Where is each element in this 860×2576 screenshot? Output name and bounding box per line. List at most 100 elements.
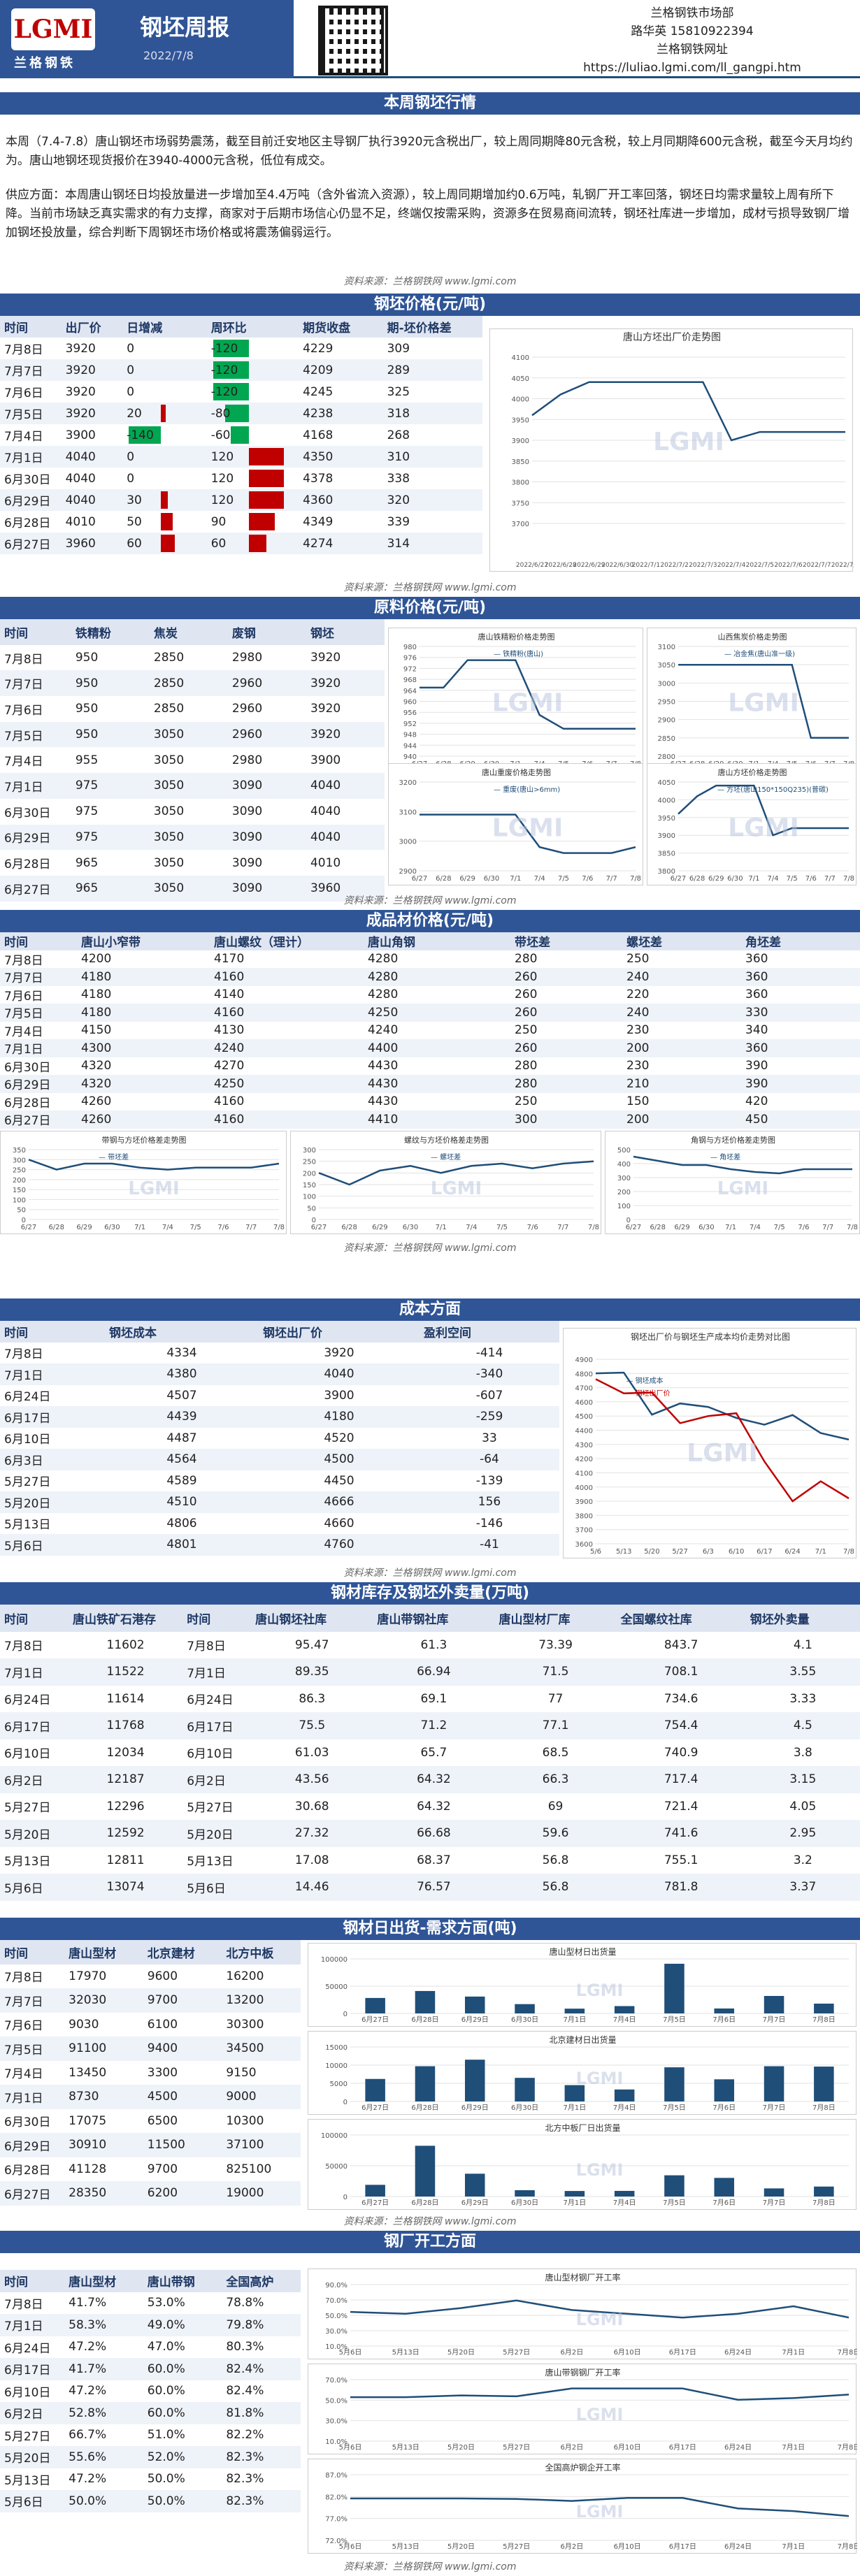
table-cell: 7月1日 xyxy=(4,1666,43,1681)
table-cell: 4280 xyxy=(368,952,399,967)
y-tick-label: 15000 xyxy=(325,2044,347,2052)
table-cell: -120 xyxy=(210,341,238,356)
table-cell: 289 xyxy=(387,363,410,377)
table-cell: 12187 xyxy=(106,1772,145,1787)
column-header: 带坯差 xyxy=(510,932,622,950)
table-cell: 7月8日 xyxy=(4,343,43,357)
bar xyxy=(365,2185,385,2197)
table-cell: 4350 xyxy=(303,449,334,464)
contact-url[interactable]: https://luliao.lgmi.com/ll_gangpi.htm xyxy=(583,61,801,75)
y-tick-label: 3950 xyxy=(658,815,675,823)
table-cell: 3.33 xyxy=(789,1691,817,1706)
table-row: 6月17日 4439 4180 -259 xyxy=(0,1406,559,1428)
table-cell: 708.1 xyxy=(664,1665,698,1679)
table-cell: 7月1日 xyxy=(4,451,43,465)
y-tick-label: 50.0% xyxy=(325,2397,347,2405)
bar xyxy=(415,2066,436,2101)
table-cell: 950 xyxy=(75,676,99,690)
x-tick-label: 6月24日 xyxy=(724,2443,752,2452)
x-tick-label: 5月20日 xyxy=(447,2348,475,2357)
table-cell: 6500 xyxy=(147,2113,178,2128)
x-tick-label: 7/8 xyxy=(630,875,641,883)
x-tick-label: 6/27 xyxy=(671,875,686,883)
table-cell: 4.1 xyxy=(793,1637,812,1652)
operation-source: 资料来源：兰格钢铁网 www.lgmi.com xyxy=(343,2561,517,2573)
table-cell: 30.68 xyxy=(294,1799,329,1814)
table-cell: 11768 xyxy=(106,1718,145,1733)
table-row: 7月8日 3920 0 -120 4229 309 xyxy=(0,338,482,359)
table-cell: 2850 xyxy=(153,702,185,716)
table-row: 7月5日 91100 9400 34500 xyxy=(0,2036,301,2061)
x-tick-label: 6/29 xyxy=(708,875,724,883)
x-tick-label: 6/17 xyxy=(757,1548,772,1556)
table-cell: 52.8% xyxy=(69,2405,107,2420)
column-header: 北京建材 xyxy=(143,1940,222,1964)
table-cell: 4806 xyxy=(166,1516,197,1531)
table-cell: 6月10日 xyxy=(4,2385,51,2400)
table-cell: 64.32 xyxy=(417,1772,451,1787)
table-cell: 30 xyxy=(127,493,142,507)
table-cell: 65.7 xyxy=(420,1745,447,1760)
column-header: 全国高炉 xyxy=(222,2270,301,2292)
chart-panel-coke: 山西焦炭价格走势图31003050300029502900285028006/2… xyxy=(647,628,857,771)
finished-table: 时间 唐山小窄带 唐山螺纹（理计） 唐山角钢 带坯差 螺坯差 角坯差 7月8日 4200 4170… xyxy=(0,932,860,1129)
table-cell: 7月8日 xyxy=(187,1640,226,1654)
bar xyxy=(814,2003,834,2013)
bar xyxy=(515,2190,535,2197)
x-tick-label: 7月1日 xyxy=(563,2104,586,2112)
table-cell: 4400 xyxy=(368,1041,399,1055)
table-row: 6月24日 11614 6月24日 86.3 69.1 77 734.6 3.33 xyxy=(0,1686,860,1713)
table-row: 6月27日 4260 4160 4410 300 200 450 xyxy=(0,1110,860,1129)
y-tick-label: 400 xyxy=(617,1161,631,1168)
table-cell: 41.7% xyxy=(69,2296,107,2310)
table-cell: 2960 xyxy=(231,676,263,690)
shipment-table: 时间 唐山型材 北京建材 北方中板 7月8日 17970 9600 16200 7月7日 3203… xyxy=(0,1940,301,2206)
x-tick-label: 6月2日 xyxy=(561,2348,584,2357)
x-tick-label: 7/8 xyxy=(843,875,854,883)
table-cell: 4510 xyxy=(166,1495,197,1510)
x-tick-label: 5/20 xyxy=(644,1548,659,1556)
bar xyxy=(564,2009,585,2013)
table-header-row: 时间 唐山铁矿石港存 时间 唐山钢坯社库 唐山带钢社库 唐山型材厂库 全国螺纹社库 钢坯外卖量 xyxy=(0,1605,860,1632)
x-tick-label: 6月24日 xyxy=(724,2348,752,2357)
table-cell: 280 xyxy=(515,952,538,967)
y-tick-label: 200 xyxy=(617,1189,631,1196)
table-cell: 7月5日 xyxy=(4,408,43,422)
column-header: 时间 xyxy=(0,1321,105,1343)
table-cell: 11500 xyxy=(147,2138,185,2152)
table-cell: 717.4 xyxy=(664,1772,698,1787)
chart-title: 唐山铁精粉价格走势图 xyxy=(478,632,555,642)
table-cell: 5月27日 xyxy=(4,1475,51,1490)
x-tick-label: 6月27日 xyxy=(361,2016,389,2024)
x-tick-label: 7/7 xyxy=(245,1224,257,1231)
chart-title: 唐山型材日出货量 xyxy=(549,1946,616,1957)
y-tick-label: 50 xyxy=(17,1207,26,1215)
table-cell: 7月7日 xyxy=(4,1995,43,2009)
legend-label: — 带坯差 xyxy=(99,1152,129,1162)
table-cell: 49.0% xyxy=(147,2317,185,2332)
table-row: 6月17日 41.7% 60.0% 82.4% xyxy=(0,2358,301,2380)
table-cell: 81.8% xyxy=(226,2405,264,2420)
y-tick-label: 4050 xyxy=(512,375,529,383)
series-line xyxy=(420,659,636,730)
table-cell: 3050 xyxy=(153,753,185,767)
table-cell: 90 xyxy=(210,514,227,529)
y-tick-label: 5000 xyxy=(330,2081,347,2088)
watermark-text: LGMI xyxy=(576,2160,624,2180)
table-cell: 3050 xyxy=(153,855,185,870)
table-cell: 3.55 xyxy=(789,1665,817,1679)
table-cell: 2960 xyxy=(231,728,263,742)
column-header: 全国螺纹社库 xyxy=(616,1605,746,1632)
table-cell: 4209 xyxy=(303,363,334,377)
table-cell: 4238 xyxy=(303,406,334,421)
table-row: 6月10日 47.2% 60.0% 82.4% xyxy=(0,2380,301,2403)
x-tick-label: 6月17日 xyxy=(669,2542,696,2551)
table-row: 7月8日 4334 3920 -414 xyxy=(0,1343,559,1364)
watermark-text: LGMI xyxy=(576,2069,624,2088)
x-tick-label: 7/1 xyxy=(815,1548,826,1556)
table-cell: 73.39 xyxy=(538,1637,573,1652)
column-header: 时间 xyxy=(0,316,62,338)
value-bar xyxy=(213,361,249,379)
watermark-text: LGMI xyxy=(728,814,799,843)
table-row: 6月28日 4010 50 90 4349 339 xyxy=(0,511,482,533)
